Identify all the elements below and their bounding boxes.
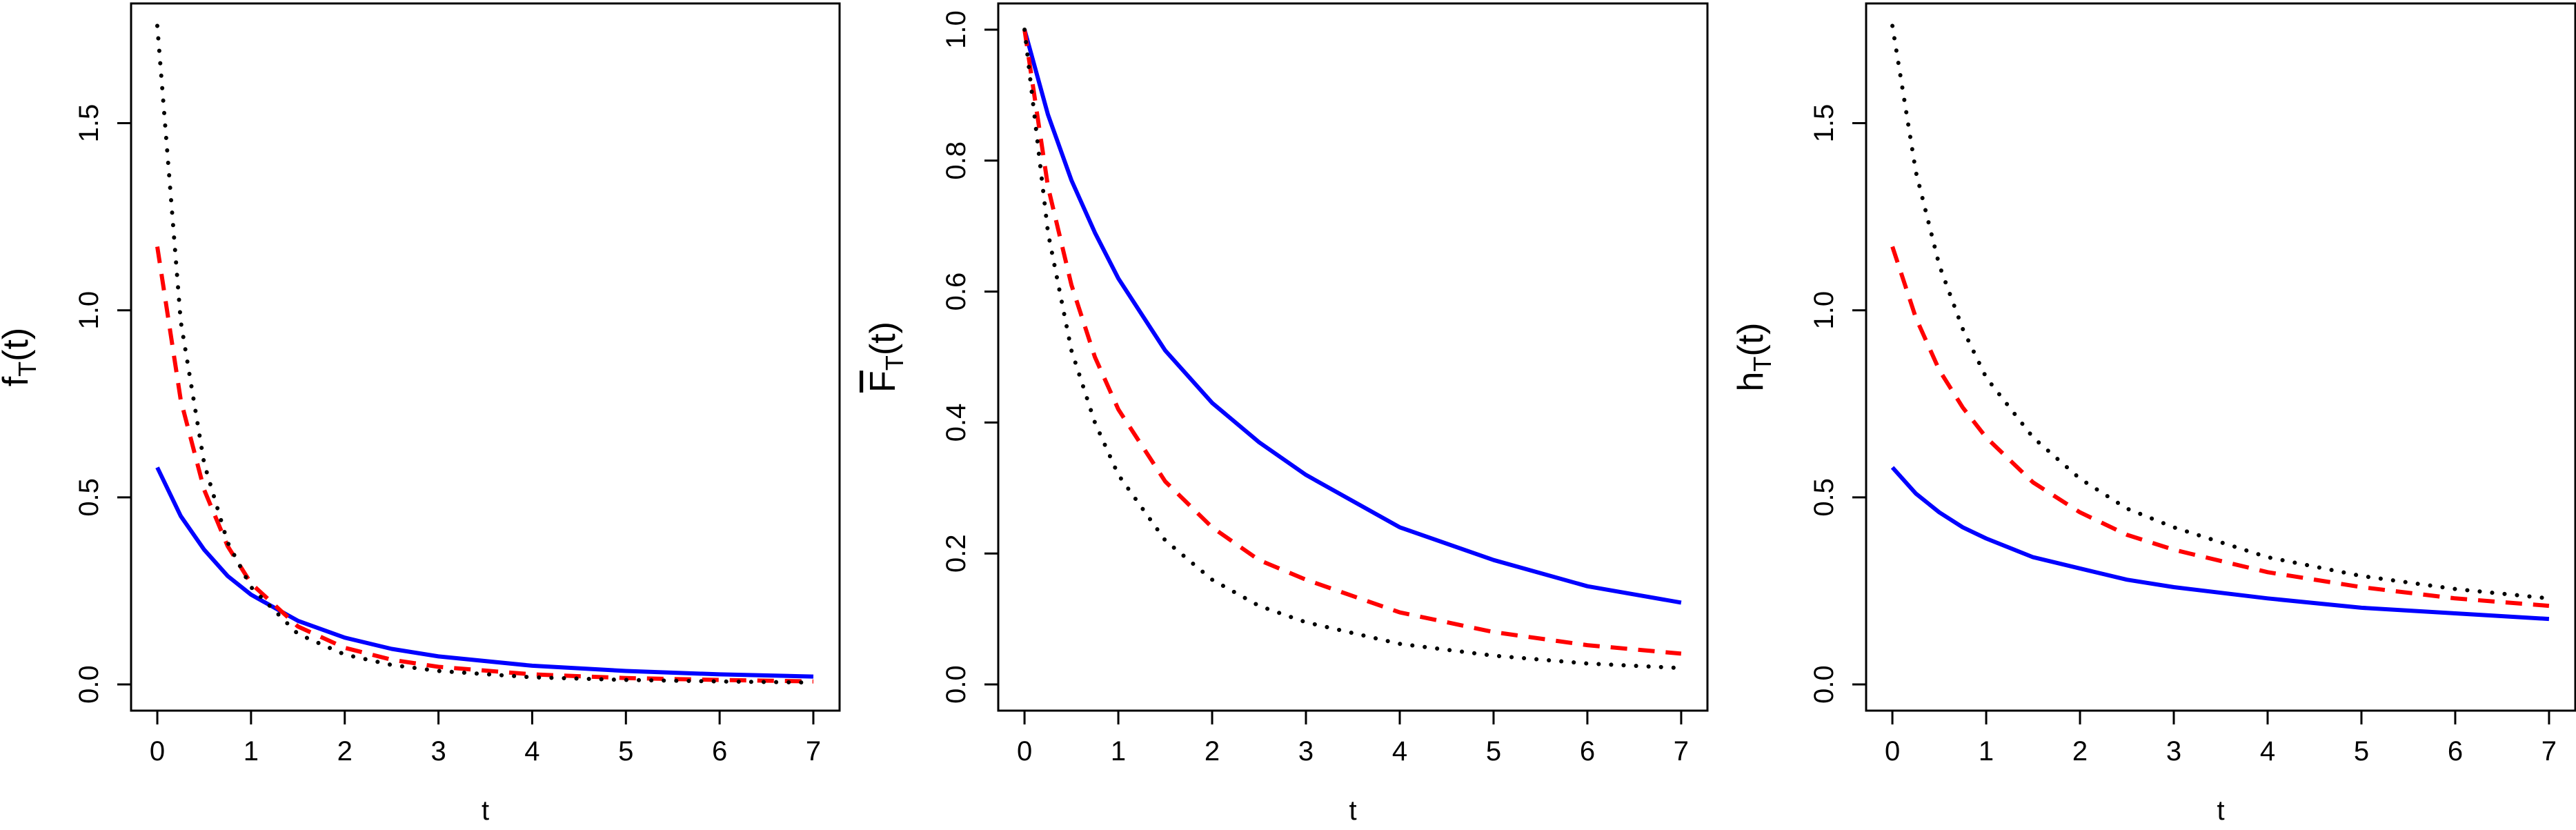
y-tick-label: 0.0 (74, 665, 104, 704)
y-tick-label: 0.6 (941, 273, 971, 311)
series-line-dashed (1022, 29, 1682, 656)
x-tick-label: 7 (1674, 736, 1689, 767)
y-tick-label: 1.5 (74, 104, 104, 143)
x-axis-title: t (1349, 796, 1356, 826)
y-axis-title-tail: (t) (0, 328, 36, 362)
y-axis-title: FT(t) (863, 322, 909, 393)
series-line-dashed (1890, 246, 2550, 609)
series-line-dashed (155, 246, 814, 684)
x-axis-title: t (2217, 796, 2224, 826)
y-axis-title-main: f (0, 376, 36, 386)
y-tick-label: 0.2 (941, 534, 971, 573)
y-tick-label: 0.8 (941, 141, 971, 180)
y-tick-label: 1.0 (941, 10, 971, 49)
x-tick-label: 7 (2542, 736, 2557, 767)
y-tick-label: 0.4 (941, 404, 971, 442)
y-axis-title-tail: (t) (1731, 322, 1771, 356)
x-tick-label: 0 (1885, 736, 1900, 767)
y-tick-label: 0.5 (74, 478, 104, 517)
x-tick-label: 6 (2448, 736, 2463, 767)
y-tick-label: 1.0 (1809, 291, 1839, 330)
x-tick-label: 5 (2354, 736, 2369, 767)
y-tick-label: 1.0 (74, 291, 104, 330)
series-line-solid (1890, 466, 2550, 622)
y-axis-title-subscript: T (1748, 357, 1776, 372)
plot-frame (1865, 2, 2576, 712)
series-line-dotted (155, 23, 815, 685)
chart-panel-3: 0 1 2 3 4 5 6 7 0.0 0.5 1.0 1.5 t hT(t) (1731, 2, 2576, 826)
x-tick-label: 3 (430, 736, 446, 767)
y-tick-label: 0.5 (1809, 478, 1839, 517)
y-axis-title-subscript: T (880, 355, 909, 370)
x-tick-label: 5 (618, 736, 633, 767)
x-tick-label: 1 (1979, 736, 1994, 767)
plot-frame (997, 2, 1709, 712)
series-line-solid (1022, 29, 1682, 605)
series-line-solid (155, 466, 814, 679)
x-tick-label: 4 (1392, 736, 1407, 767)
plot-frame (130, 2, 841, 712)
series-line-dotted (1022, 28, 1683, 671)
y-axis-title-main: h (1731, 372, 1771, 392)
y-axis-title-tail: (t) (863, 322, 903, 355)
x-tick-label: 3 (2166, 736, 2181, 767)
y-axis-title: fT(t) (0, 328, 41, 387)
x-tick-label: 7 (806, 736, 821, 767)
x-tick-label: 2 (2072, 736, 2088, 767)
x-tick-label: 4 (2260, 736, 2275, 767)
chart-panel-1: 0 1 2 3 4 5 6 7 0.0 0.5 1.0 1.5 t fT(t) (0, 2, 841, 826)
x-tick-label: 1 (244, 736, 259, 767)
y-axis-title-subscript: T (13, 362, 41, 377)
series-line-dotted (1890, 23, 2551, 601)
x-tick-label: 1 (1111, 736, 1126, 767)
x-tick-label: 5 (1486, 736, 1501, 767)
x-tick-label: 0 (150, 736, 165, 767)
x-tick-label: 3 (1298, 736, 1314, 767)
y-axis-title-main: F (863, 370, 903, 393)
x-tick-label: 4 (524, 736, 539, 767)
x-tick-label: 2 (1205, 736, 1220, 767)
x-tick-label: 6 (712, 736, 727, 767)
y-tick-label: 1.5 (1809, 104, 1839, 143)
chart-panel-2: 0 1 2 3 4 5 6 7 0.0 0.2 0.4 0.6 0.8 1.0 t FT(t) (863, 2, 1709, 826)
y-tick-label: 0.0 (1809, 665, 1839, 704)
y-tick-label: 0.0 (941, 665, 971, 704)
x-tick-label: 2 (337, 736, 353, 767)
x-tick-label: 0 (1017, 736, 1032, 767)
x-axis-title: t (482, 796, 489, 826)
x-tick-label: 6 (1580, 736, 1595, 767)
y-axis-title: hT(t) (1731, 322, 1776, 391)
